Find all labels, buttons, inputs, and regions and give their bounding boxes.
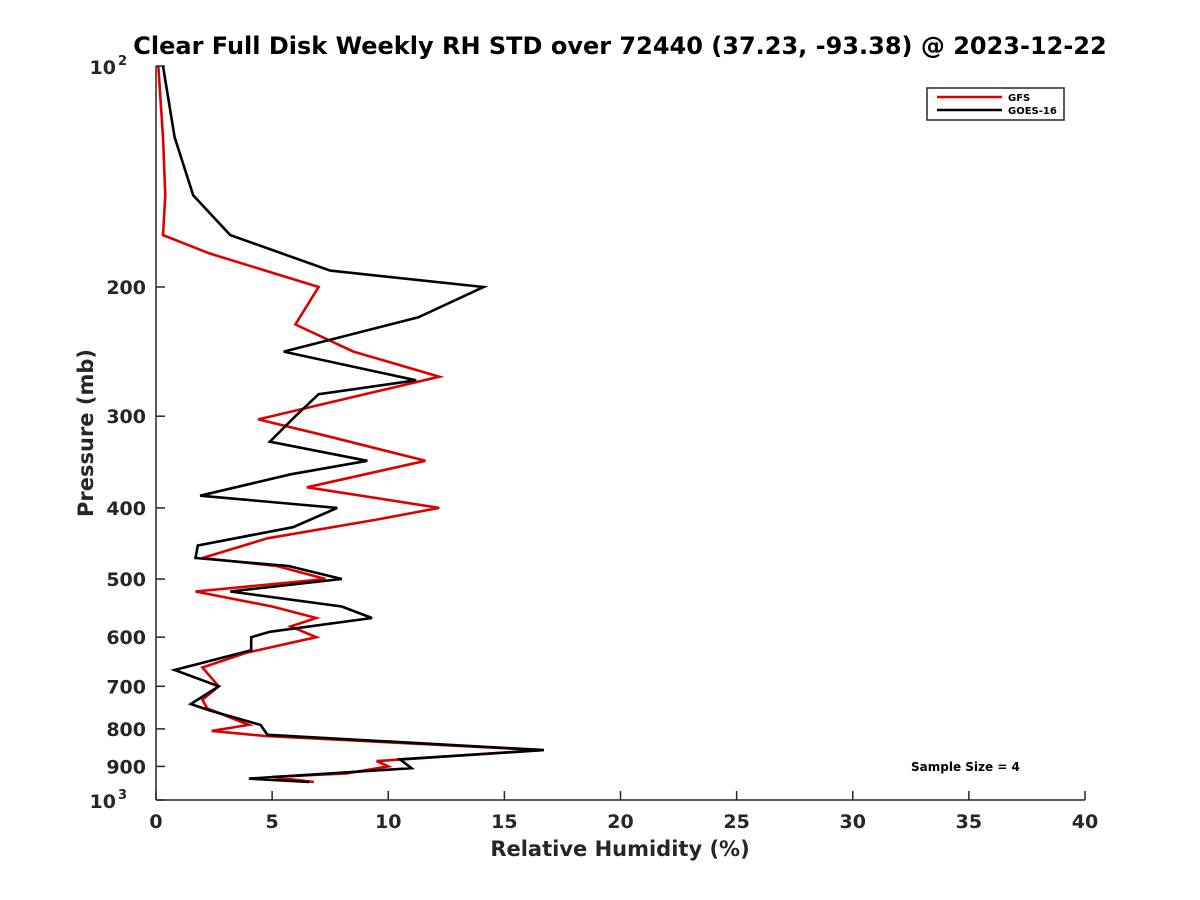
y-tick-label: 200 [106,277,146,299]
chart-title: Clear Full Disk Weekly RH STD over 72440… [133,32,1106,60]
y-tick-label: 10 [90,791,116,813]
legend-box [926,87,1065,121]
x-tick-label: 20 [607,811,633,833]
sample-size-annotation: Sample Size = 4 [911,760,1020,774]
legend-label-goes16: GOES-16 [1008,106,1057,117]
y-tick-label: 700 [106,676,146,698]
y-axis-label: Pressure (mb) [74,349,98,517]
y-tick-label: 600 [106,627,146,649]
series-line-goes16 [161,65,544,784]
plot-area: 0 5 10 15 20 25 30 35 40 10 220030040050060070080… [90,54,1099,833]
x-tick-label: 35 [956,811,982,833]
legend-label-gfs: GFS [1008,93,1030,104]
legend: GFS GOES-16 [926,87,1065,121]
x-tick-label: 25 [723,811,749,833]
x-tick-label: 40 [1072,811,1098,833]
y-tick-label: 800 [106,719,146,741]
series-line-gfs [157,65,542,784]
y-tick-exponent: 3 [118,788,127,803]
x-tick-label: 30 [840,811,866,833]
x-tick-label: 15 [491,811,517,833]
x-tick-label: 10 [375,811,401,833]
y-tick-label: 900 [106,756,146,778]
x-tick-label: 5 [266,811,279,833]
x-tick-label: 0 [149,811,162,833]
series-layer [157,65,544,784]
y-tick-label: 300 [106,406,146,428]
y-tick-label: 500 [106,569,146,591]
x-ticks: 0 5 10 15 20 25 30 35 40 [149,791,1098,833]
x-axis-label: Relative Humidity (%) [490,837,749,861]
y-tick-label: 400 [106,498,146,520]
y-tick-exponent: 2 [118,54,127,69]
y-tick-label: 10 [90,57,116,79]
